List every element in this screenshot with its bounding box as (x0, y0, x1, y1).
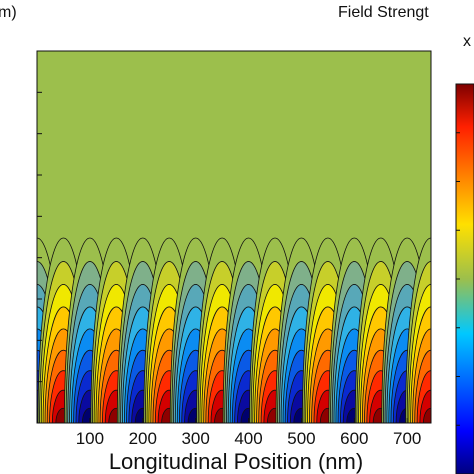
x-tick-label: 600 (340, 429, 368, 448)
colorbar-title: Field Strengt (338, 4, 429, 21)
colorbar-multiplier: x (463, 33, 471, 50)
ylabel-fragment: m) (0, 4, 17, 21)
x-ticks: 100 200 300 400 500 600 700 (76, 418, 421, 448)
colorbar-ticks (456, 132, 460, 426)
x-tick-label: 500 (287, 429, 315, 448)
x-tick-label: 700 (393, 429, 421, 448)
y-ticks (37, 91, 42, 383)
colorbar-gradient (456, 84, 474, 474)
x-tick-label: 200 (129, 429, 157, 448)
x-tick-label: 100 (76, 429, 104, 448)
plot-area: 100 200 300 400 500 600 700 (36, 50, 432, 448)
x-tick-label: 400 (234, 429, 262, 448)
contour-band (423, 407, 431, 423)
x-axis-label: Longitudinal Position (nm) (109, 449, 363, 474)
x-tick-label: 300 (181, 429, 209, 448)
colorbar (455, 83, 474, 474)
plot-frame (36, 50, 432, 424)
field-lobes (37, 237, 431, 423)
